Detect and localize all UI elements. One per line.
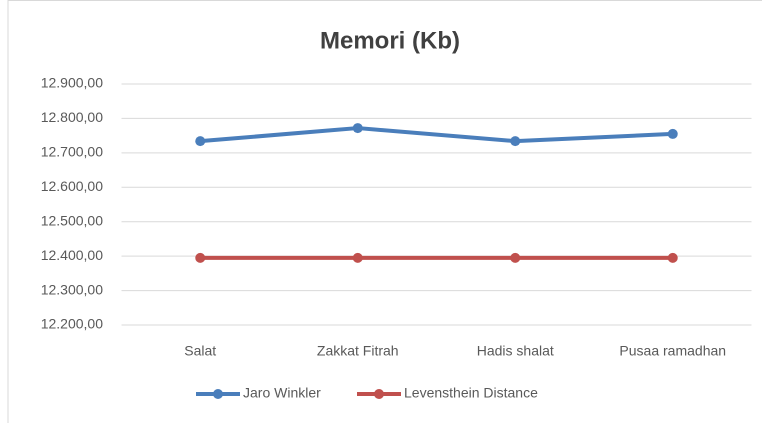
legend-marker [374,389,384,399]
x-tick-label: Zakkat Fitrah [317,343,399,359]
y-tick-label: 12.300,00 [41,281,103,297]
x-tick-label: Pusaa ramadhan [619,343,726,359]
series-marker [510,136,521,147]
y-tick-label: 12.700,00 [41,144,103,160]
y-tick-label: 12.400,00 [41,247,103,263]
y-tick-label: 12.500,00 [41,212,103,228]
chart-title: Memori (Kb) [320,27,460,54]
chart-border [7,0,762,423]
y-tick-label: 12.200,00 [41,316,103,332]
series-marker [195,136,206,147]
series-marker [195,252,206,263]
x-tick-label: Hadis shalat [477,343,554,359]
legend-marker [213,389,223,399]
legend-label: Levensthein Distance [404,385,538,401]
series-marker [352,123,363,134]
legend-label: Jaro Winkler [243,385,321,401]
series-marker [510,252,521,263]
x-tick-label: Salat [184,343,216,359]
y-tick-label: 12.600,00 [41,178,103,194]
y-tick-label: 12.900,00 [41,75,103,91]
series-line [200,126,673,144]
y-tick-label: 12.800,00 [41,109,103,125]
series-marker [352,252,363,263]
series-marker [667,252,678,263]
series-marker [667,128,678,139]
